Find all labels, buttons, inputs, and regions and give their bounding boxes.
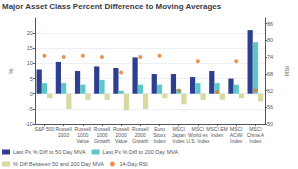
svg-text:Russell: Russell [112, 126, 130, 132]
svg-text:MSCI: MSCI [249, 126, 262, 132]
svg-text:15: 15 [27, 45, 33, 51]
svg-text:2000: 2000 [58, 132, 69, 138]
svg-text:Growth: Growth [132, 138, 148, 144]
svg-text:0: 0 [30, 91, 33, 97]
svg-text:Major Asset Class Percent Diff: Major Asset Class Percent Difference to … [2, 2, 222, 11]
svg-text:Index: Index [211, 132, 224, 138]
svg-text:Growth: Growth [94, 138, 110, 144]
svg-text:MSCI: MSCI [191, 126, 205, 132]
svg-text:RSI: RSI [284, 66, 290, 76]
svg-text:1000: 1000 [77, 132, 89, 138]
svg-text:MSCI: MSCI [172, 126, 185, 132]
svg-text:Index: Index [230, 138, 243, 144]
svg-text:ACWI: ACWI [229, 132, 243, 138]
svg-text:Russell: Russell [93, 126, 111, 132]
svg-text:Russell: Russell [132, 126, 149, 132]
svg-text:14-Day RSI: 14-Day RSI [119, 161, 148, 167]
svg-text:62: 62 [267, 88, 273, 94]
svg-text:MSCI EM: MSCI EM [206, 126, 228, 132]
svg-text:Stoxx: Stoxx [153, 132, 166, 138]
svg-text:China A: China A [246, 132, 265, 138]
svg-text:-5: -5 [28, 106, 33, 112]
svg-text:Russell: Russell [74, 126, 91, 132]
svg-text:1000: 1000 [96, 132, 108, 138]
svg-text:10: 10 [27, 60, 33, 66]
svg-text:U.S. Index: U.S. Index [186, 138, 210, 144]
svg-text:50: 50 [267, 121, 273, 127]
svg-text:Last Px % Diff to 50 Day MVA: Last Px % Diff to 50 Day MVA [13, 149, 86, 155]
svg-text:Index: Index [153, 138, 166, 144]
svg-text:68: 68 [267, 71, 273, 77]
svg-text:MSCI: MSCI [230, 126, 243, 132]
svg-text:Last Px % Diff to 200 Day MVA: Last Px % Diff to 200 Day MVA [103, 149, 179, 155]
svg-text:56: 56 [267, 104, 273, 110]
svg-text:%: % [8, 68, 14, 74]
svg-text:Japan: Japan [171, 132, 186, 138]
svg-text:-10: -10 [25, 121, 33, 127]
svg-text:Index: Index [173, 138, 186, 144]
svg-text:2000: 2000 [134, 132, 146, 138]
svg-text:Value: Value [77, 138, 90, 144]
svg-text:74: 74 [267, 54, 273, 60]
svg-text:Value: Value [115, 138, 128, 144]
svg-text:20: 20 [27, 30, 33, 36]
svg-text:86: 86 [267, 21, 273, 27]
svg-text:S&P 500: S&P 500 [35, 126, 55, 132]
svg-text:2000: 2000 [115, 132, 127, 138]
svg-text:5: 5 [30, 76, 33, 82]
svg-text:Index: Index [249, 138, 262, 144]
svg-text:Euro: Euro [154, 126, 165, 132]
svg-text:Russell: Russell [55, 126, 72, 132]
svg-text:80: 80 [267, 37, 273, 43]
svg-text:% Diff Between 50 and 200 Day: % Diff Between 50 and 200 Day MVA [13, 161, 104, 167]
svg-text:World ex: World ex [188, 132, 208, 138]
